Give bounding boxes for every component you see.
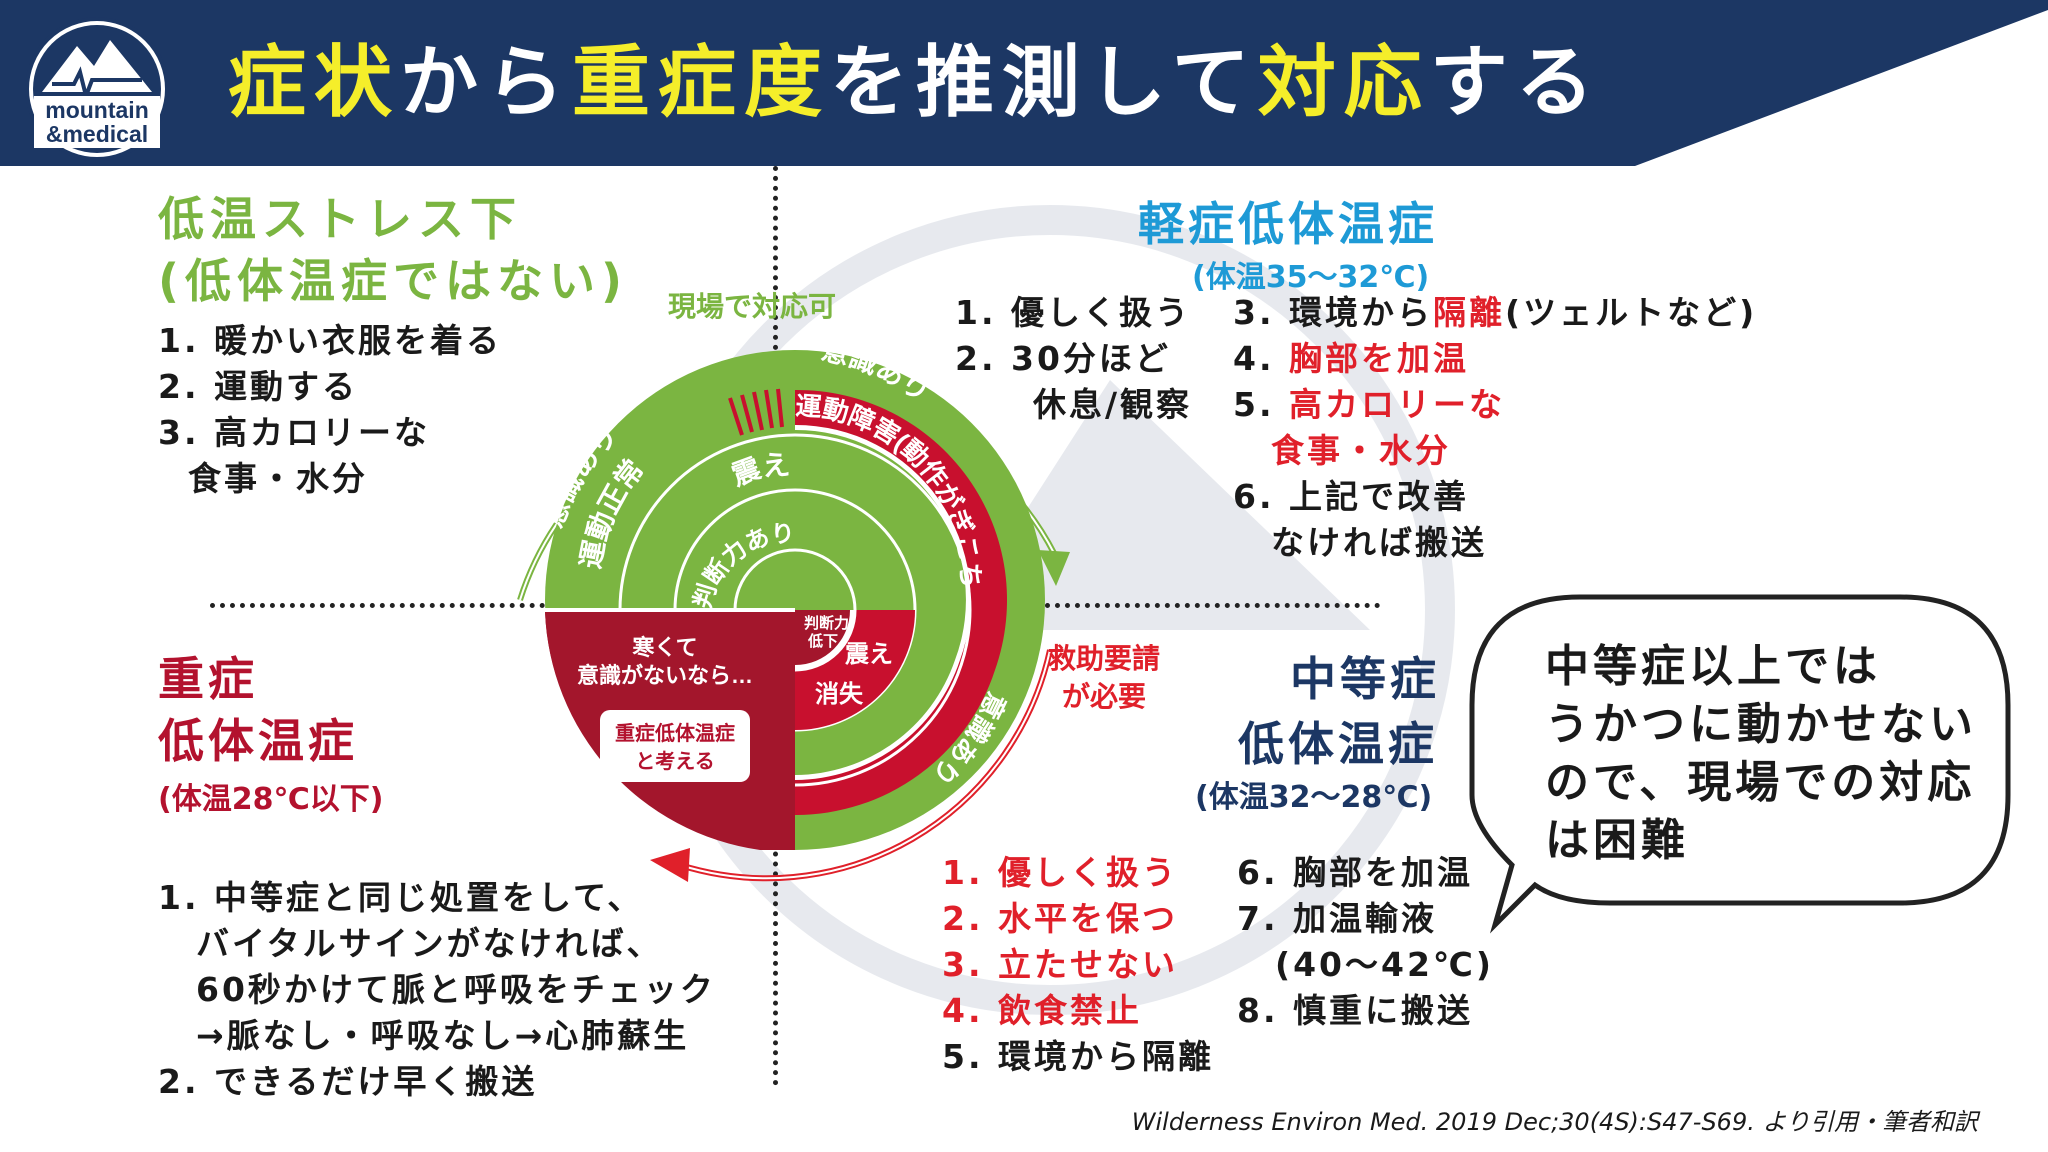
bubble-line: 中等症以上では — [1545, 641, 1881, 692]
list-item: 4. 飲食禁止 — [942, 991, 1142, 1030]
list-item: 7. 加温輸液 — [1237, 899, 1437, 938]
list-item: 休息/観察 — [1033, 385, 1193, 424]
inner-right-2: 消失 — [815, 681, 864, 708]
severe-box — [600, 710, 750, 782]
mild-subtitle: (体温35〜32℃) — [1192, 260, 1430, 295]
mild-list-col1: 1. 優しく扱う 2. 30分ほど 休息/観察 — [955, 290, 1192, 428]
mild-title: 軽症低体温症 — [1138, 197, 1438, 251]
list-item: 8. 慎重に搬送 — [1237, 991, 1473, 1030]
title-part-6: する — [1429, 38, 1602, 128]
list-item: 2. 水平を保つ — [942, 899, 1178, 938]
arrow-bottom-label: 救助要請 が必要 — [1048, 640, 1160, 716]
bubble-line: ので、現場での対応 — [1545, 757, 1976, 808]
list-item: →脈なし・呼吸なし→心肺蘇生 — [196, 1016, 690, 1055]
arrow-bottom-head — [650, 848, 690, 882]
arrow-top-head — [1038, 550, 1070, 586]
logo: mountain &medical — [22, 14, 172, 164]
citation: Wilderness Environ Med. 2019 Dec;30(4S):… — [1131, 1108, 1978, 1136]
list-item: 3. 立たせない — [942, 945, 1178, 984]
moderate-title-line1: 中等症 — [1290, 652, 1440, 706]
list-item: 4. 胸部を加温 — [1233, 336, 1757, 382]
title-part-3: 重症度 — [572, 38, 831, 128]
bubble-line: は困難 — [1545, 815, 1689, 866]
logo-text-line1: mountain — [45, 97, 149, 123]
list-item: 5. 環境から隔離 — [942, 1037, 1214, 1076]
bubble-line: うかつに動かせない — [1545, 699, 1977, 750]
text-span-red: 胸部を加温 — [1289, 339, 1469, 378]
list-item: バイタルサインがなければ、 — [196, 924, 663, 963]
cold-stress-list: 1. 暖かい衣服を着る 2. 運動する 3. 高カロリーな 食事・水分 — [158, 318, 502, 502]
red-stripes — [728, 388, 784, 436]
severe-box-text-2: と考える — [635, 749, 714, 773]
text-span: 3. 環境から — [1233, 293, 1433, 332]
cold-stress-title-line1: 低温ストレス下 — [158, 192, 522, 246]
speech-bubble — [1469, 594, 2011, 934]
moderate-title-2: 低体温症 — [1238, 717, 1438, 771]
list-item: 2. できるだけ早く搬送 — [158, 1062, 538, 1101]
title-part-4: を推測して — [830, 38, 1258, 128]
text-span-red: 隔離 — [1433, 293, 1505, 332]
list-item: (40〜42℃) — [1275, 945, 1494, 984]
text-span: (ツェルトなど) — [1505, 293, 1758, 332]
text-span-red: 高カロリーな — [1289, 385, 1505, 424]
list-item: 1. 暖かい衣服を着る — [158, 321, 502, 360]
severe-box-text-1: 重症低体温症 — [615, 721, 735, 745]
cold-stress-title: 低温ストレス下 (低体温症ではない) — [158, 188, 628, 312]
list-item: 1. 優しく扱う — [942, 853, 1178, 892]
list-item: 1. 優しく扱う — [955, 293, 1191, 332]
inner-small-1: 判断力 — [804, 614, 849, 632]
moderate-list-col1: 1. 優しく扱う 2. 水平を保つ 3. 立たせない 4. 飲食禁止 5. 環境… — [942, 850, 1214, 1080]
list-item: 食事・水分 — [188, 459, 368, 498]
severe-text-2: 意識がないなら… — [577, 663, 753, 688]
title-part-5: 対応 — [1257, 38, 1430, 128]
arrow-top-label: 現場で対応可 — [668, 290, 837, 323]
horizontal-divider-left — [210, 603, 575, 608]
moderate-list-col2: 6. 胸部を加温 7. 加温輸液 (40〜42℃) 8. 慎重に搬送 — [1237, 850, 1494, 1034]
list-item: 食事・水分 — [1271, 431, 1451, 470]
list-item: 6. 上記で改善 — [1233, 477, 1469, 516]
text-span: 5. — [1233, 385, 1289, 424]
cold-stress-title-line2: (低体温症ではない) — [158, 254, 629, 308]
title-part-2: から — [400, 38, 573, 128]
severe-subtitle: (体温28℃以下) — [158, 782, 384, 817]
header-banner — [0, 0, 2048, 166]
list-item: 5. 高カロリーな — [1233, 382, 1757, 428]
severe-title-line1: 重症 — [158, 652, 258, 706]
list-item: 3. 環境から隔離(ツェルトなど) — [1233, 290, 1757, 336]
list-item: 1. 中等症と同じ処置をして、 — [158, 878, 644, 917]
severe-list: 1. 中等症と同じ処置をして、 バイタルサインがなければ、 60秒かけて脈と呼吸… — [158, 875, 716, 1105]
list-item: 60秒かけて脈と呼吸をチェック — [196, 970, 716, 1009]
inner-small-2: 低下 — [807, 632, 838, 650]
arrow-bottom-label-line2: が必要 — [1062, 680, 1147, 713]
logo-text-line2: &medical — [45, 121, 149, 147]
inner-right-1: 震え — [845, 641, 893, 668]
severity-diagram: 意識あり 意識あり 運動正常 運動障害(動作がぎこちない) 意識あり 震え 判断… — [490, 270, 1070, 882]
list-item: 2. 運動する — [158, 367, 358, 406]
horizontal-divider-right — [1035, 603, 1380, 608]
title-part-1: 症状 — [228, 38, 401, 128]
page-title: 症状から重症度を推測して対応する — [228, 28, 1602, 138]
severe-text-1: 寒くて — [632, 635, 697, 660]
speech-bubble-text: 中等症以上では うかつに動かせない ので、現場での対応 は困難 — [1545, 638, 1977, 870]
list-item: 2. 30分ほど — [955, 339, 1171, 378]
list-item: なければ搬送 — [1271, 523, 1487, 562]
mild-list-col2: 3. 環境から隔離(ツェルトなど) 4. 胸部を加温 5. 高カロリーな 食事・… — [1233, 290, 1757, 566]
severe-title-line2: 低体温症 — [158, 714, 358, 768]
text-span: 4. — [1233, 339, 1289, 378]
list-item: 6. 胸部を加温 — [1237, 853, 1473, 892]
moderate-subtitle: (体温32〜28℃) — [1195, 780, 1433, 815]
arrow-bottom-label-line1: 救助要請 — [1048, 642, 1161, 675]
severe-title: 重症 低体温症 — [158, 648, 358, 772]
list-item: 3. 高カロリーな — [158, 413, 430, 452]
moderate-title: 中等症 — [1240, 648, 1440, 710]
